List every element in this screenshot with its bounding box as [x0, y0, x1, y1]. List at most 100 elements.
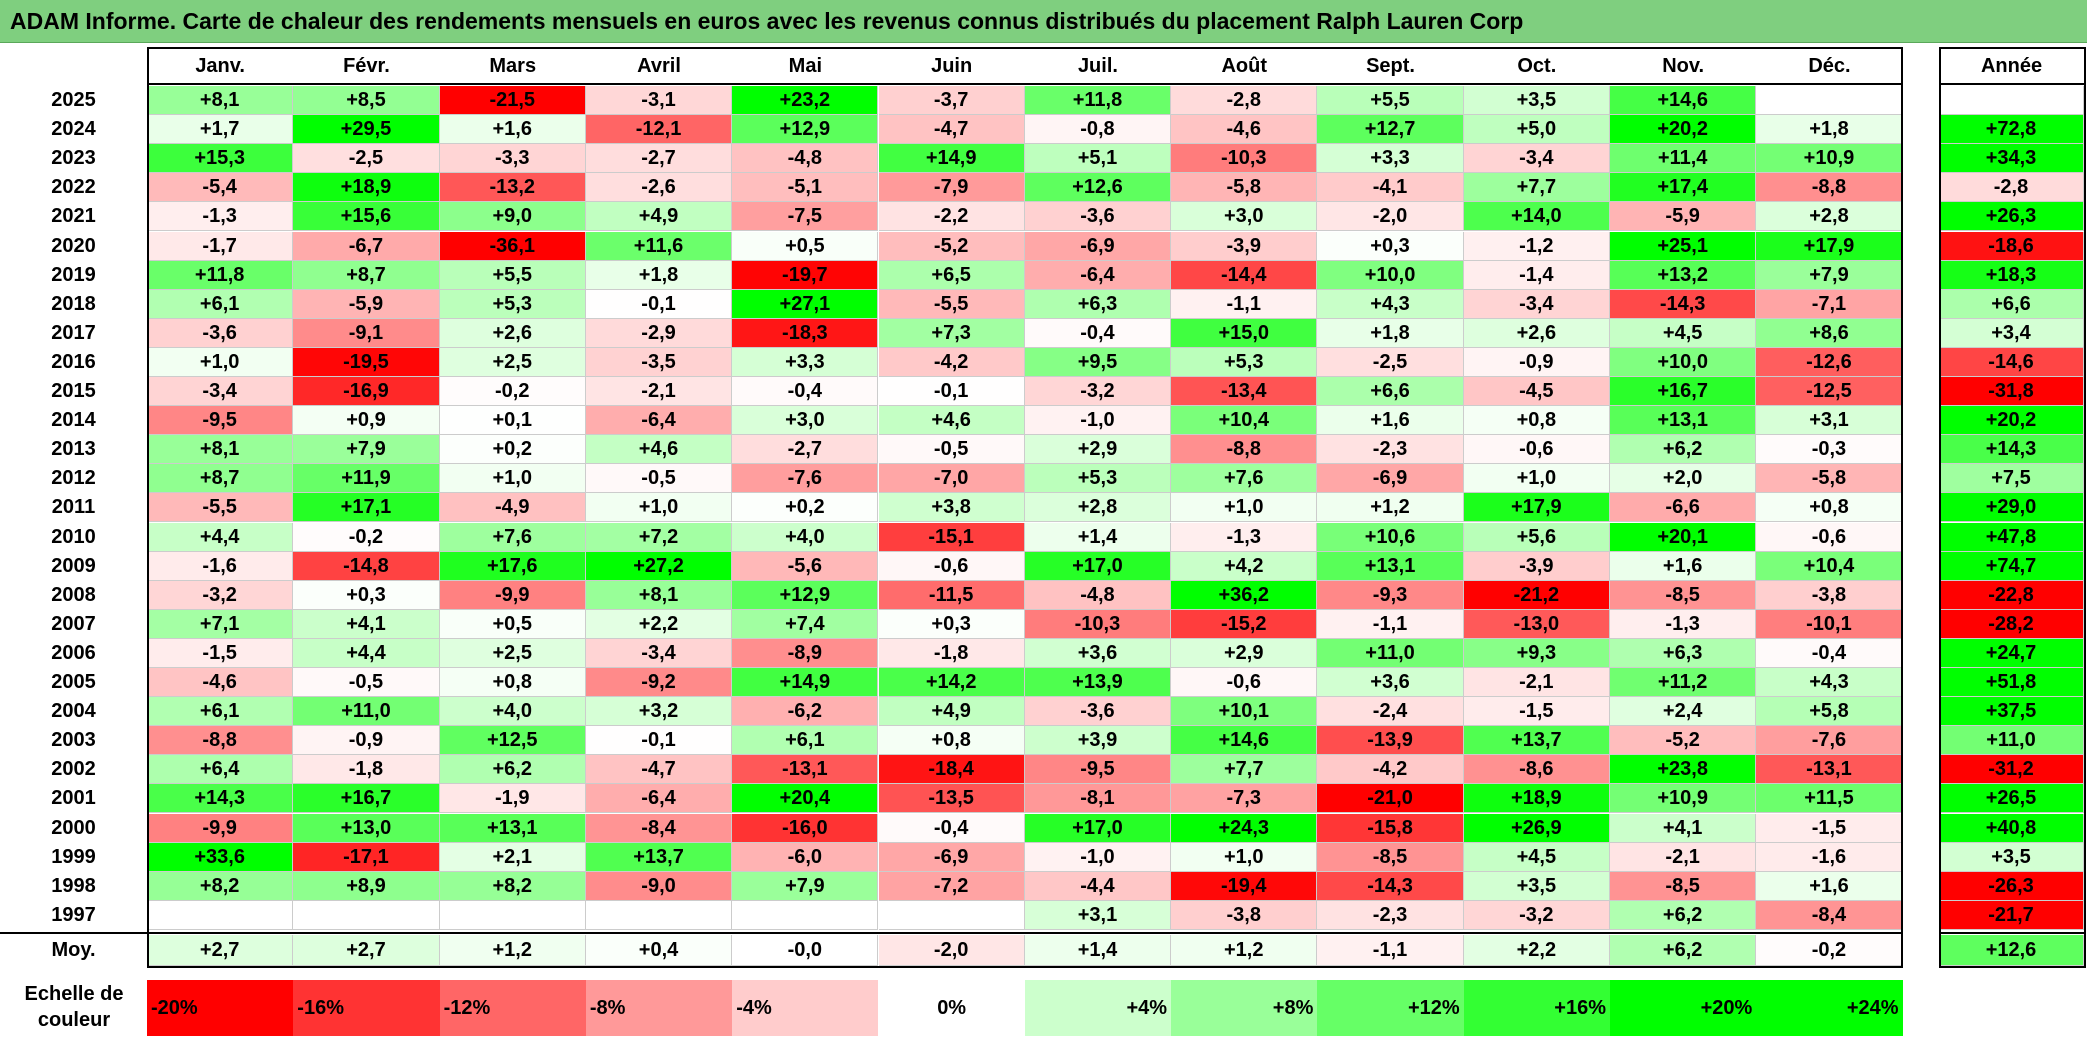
column-header: Déc. [1808, 55, 1851, 77]
heatmap-cell: -9,5 [147, 406, 294, 436]
heatmap-cell: +8,2 [147, 871, 294, 901]
row-label-year: 1998 [51, 874, 96, 897]
heatmap-cell: +14,9 [878, 144, 1025, 174]
heatmap-cell: -5,5 [878, 289, 1025, 319]
heatmap-cell: -5,5 [147, 493, 294, 523]
heatmap-cell: -1,1 [1317, 609, 1464, 639]
row-label-year: 2003 [51, 729, 96, 752]
annual-cell: -2,8 [1939, 173, 2084, 203]
heatmap-cell: +13,7 [1463, 726, 1610, 756]
heatmap-cell: +8,7 [293, 260, 440, 290]
heatmap-cell: +15,0 [1171, 318, 1318, 348]
heatmap-cell: -4,9 [439, 493, 586, 523]
heatmap-cell: -19,4 [1171, 871, 1318, 901]
annual-cell: +26,3 [1939, 202, 2084, 232]
row-label-year: 2007 [51, 612, 96, 635]
heatmap-cell: +3,0 [732, 406, 879, 436]
heatmap-cell: +5,1 [1024, 144, 1172, 174]
heatmap-cell: -1,2 [1463, 231, 1610, 261]
heatmap-cell [1756, 86, 1903, 116]
heatmap-cell: +4,5 [1610, 318, 1757, 348]
row-label-year: 2006 [51, 641, 96, 664]
row-label-year: 1999 [51, 845, 96, 868]
heatmap-cell: -0,1 [585, 726, 733, 756]
heatmap-cell: +10,1 [1171, 697, 1318, 727]
heatmap-cell: +3,8 [878, 493, 1025, 523]
annual-average-divider [1939, 932, 2086, 934]
heatmap-cell: +4,4 [147, 522, 294, 552]
heatmap-cell: +9,5 [1024, 347, 1172, 377]
heatmap-cell: -5,9 [293, 289, 440, 319]
heatmap-cell: -9,2 [585, 668, 733, 698]
heatmap-cell: +4,6 [878, 406, 1025, 436]
scale-step: 0% [878, 980, 1025, 1036]
annual-cell: -28,2 [1939, 609, 2084, 639]
heatmap-cell: +12,7 [1317, 115, 1464, 145]
heatmap-cell: +6,2 [1610, 900, 1757, 930]
heatmap-cell: -4,6 [1171, 115, 1318, 145]
heatmap-cell: +17,4 [1610, 173, 1757, 203]
heatmap-cell: +6,1 [147, 289, 294, 319]
scale-step: -4% [732, 980, 879, 1036]
heatmap-cell: +3,6 [1024, 638, 1172, 668]
row-label-year: 2014 [51, 409, 96, 432]
annual-cell: -31,8 [1939, 377, 2084, 407]
heatmap-cell: -0,4 [878, 813, 1025, 843]
heatmap-cell: +5,5 [1317, 86, 1464, 116]
heatmap-cell: -6,6 [1610, 493, 1757, 523]
heatmap-cell: +3,5 [1463, 86, 1610, 116]
annual-cell: -14,6 [1939, 347, 2084, 377]
heatmap-cell: -6,4 [1024, 260, 1172, 290]
heatmap-cell: -21,5 [439, 86, 586, 116]
heatmap-cell: +11,9 [293, 464, 440, 494]
heatmap-cell: +10,9 [1610, 784, 1757, 814]
heatmap-cell: -4,7 [878, 115, 1025, 145]
heatmap-cell: +1,0 [585, 493, 733, 523]
year-column-header: Année [1980, 55, 2043, 77]
heatmap-cell: -0,6 [1463, 435, 1610, 465]
heatmap-cell: -12,5 [1756, 377, 1903, 407]
heatmap-cell: +13,0 [293, 813, 440, 843]
heatmap-cell: -8,5 [1317, 842, 1464, 872]
heatmap-cell: -13,1 [732, 755, 879, 785]
heatmap-cell: +6,2 [1610, 435, 1757, 465]
row-label-year: 2001 [51, 787, 96, 810]
heatmap-cell: -0,5 [878, 435, 1025, 465]
row-label-year: 2024 [51, 118, 96, 141]
heatmap-cell: +5,3 [439, 289, 586, 319]
heatmap-cell: +18,9 [1463, 784, 1610, 814]
heatmap-cell: +7,9 [732, 871, 879, 901]
scale-step: +8% [1171, 980, 1318, 1036]
heatmap-cell: +20,1 [1610, 522, 1757, 552]
scale-label-line1: Echelle de [24, 983, 124, 1005]
scale-step: -12% [439, 980, 586, 1036]
heatmap-cell: -0,1 [585, 289, 733, 319]
heatmap-cell: -9,5 [1024, 755, 1172, 785]
heatmap-cell: +2,8 [1024, 493, 1172, 523]
heatmap-cell: +15,6 [293, 202, 440, 232]
heatmap-cell: -3,6 [1024, 202, 1172, 232]
heatmap-cell: +4,3 [1756, 668, 1903, 698]
annual-cell: -26,3 [1939, 871, 2084, 901]
heatmap-cell: +4,0 [439, 697, 586, 727]
annual-cell: +6,6 [1939, 289, 2084, 319]
heatmap-cell: -3,6 [147, 318, 294, 348]
column-header: Sept. [1366, 55, 1415, 77]
heatmap-cell: -13,0 [1463, 609, 1610, 639]
heatmap-cell: +2,9 [1171, 638, 1318, 668]
heatmap-cell: -0,4 [1024, 318, 1172, 348]
heatmap-cell: +29,5 [293, 115, 440, 145]
heatmap-cell: +3,3 [1317, 144, 1464, 174]
heatmap-cell: +13,1 [1610, 406, 1757, 436]
heatmap-cell: -0,6 [878, 551, 1025, 581]
annual-cell: +34,3 [1939, 144, 2084, 174]
heatmap-cell: +6,6 [1317, 377, 1464, 407]
heatmap-cell: +10,9 [1756, 144, 1903, 174]
heatmap-cell: -3,4 [1463, 289, 1610, 319]
heatmap-cell: -3,6 [1024, 697, 1172, 727]
heatmap-cell: -13,5 [878, 784, 1025, 814]
average-cell: -2,0 [878, 935, 1025, 966]
heatmap-cell: -9,9 [147, 813, 294, 843]
annual-cell: +26,5 [1939, 784, 2084, 814]
annual-header-divider [1939, 83, 2086, 85]
